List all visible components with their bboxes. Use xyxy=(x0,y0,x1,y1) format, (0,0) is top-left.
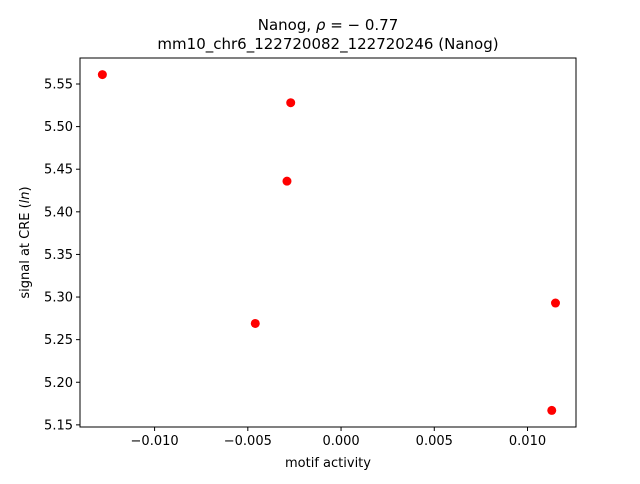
x-tick-label: 0.005 xyxy=(416,434,453,449)
x-tick-label: −0.005 xyxy=(224,434,272,449)
y-axis-label: signal at CRE (ln) xyxy=(18,186,33,298)
data-point xyxy=(250,318,260,328)
y-tick-label: 5.45 xyxy=(44,163,73,178)
x-tick-label: −0.010 xyxy=(131,434,179,449)
y-axis-ticks: 5.15 5.20 5.25 5.30 5.35 5.40 5.45 5.50 5.55 xyxy=(44,77,80,433)
data-point xyxy=(550,298,560,308)
y-tick-label: 5.55 xyxy=(44,77,73,92)
chart-title-line1: Nanog, ρ = − 0.77 xyxy=(258,16,399,34)
y-tick-label: 5.30 xyxy=(44,291,73,306)
chart-title-line2: mm10_chr6_122720082_122720246 (Nanog) xyxy=(157,35,498,54)
data-point xyxy=(547,405,557,415)
data-point xyxy=(286,98,296,108)
plot-frame xyxy=(79,57,577,428)
x-axis-label: motif activity xyxy=(285,456,371,471)
y-tick-label: 5.35 xyxy=(44,248,73,263)
x-axis-ticks: −0.010 −0.005 0.000 0.005 0.010 xyxy=(131,427,546,449)
y-tick-label: 5.40 xyxy=(44,205,73,220)
data-point xyxy=(97,70,107,80)
y-tick-label: 5.15 xyxy=(44,418,73,433)
y-tick-label: 5.50 xyxy=(44,120,73,135)
x-tick-label: 0.000 xyxy=(322,434,359,449)
data-points xyxy=(97,70,560,415)
y-tick-label: 5.25 xyxy=(44,333,73,348)
x-tick-label: 0.010 xyxy=(509,434,546,449)
y-tick-label: 5.20 xyxy=(44,376,73,391)
data-point xyxy=(282,176,292,186)
